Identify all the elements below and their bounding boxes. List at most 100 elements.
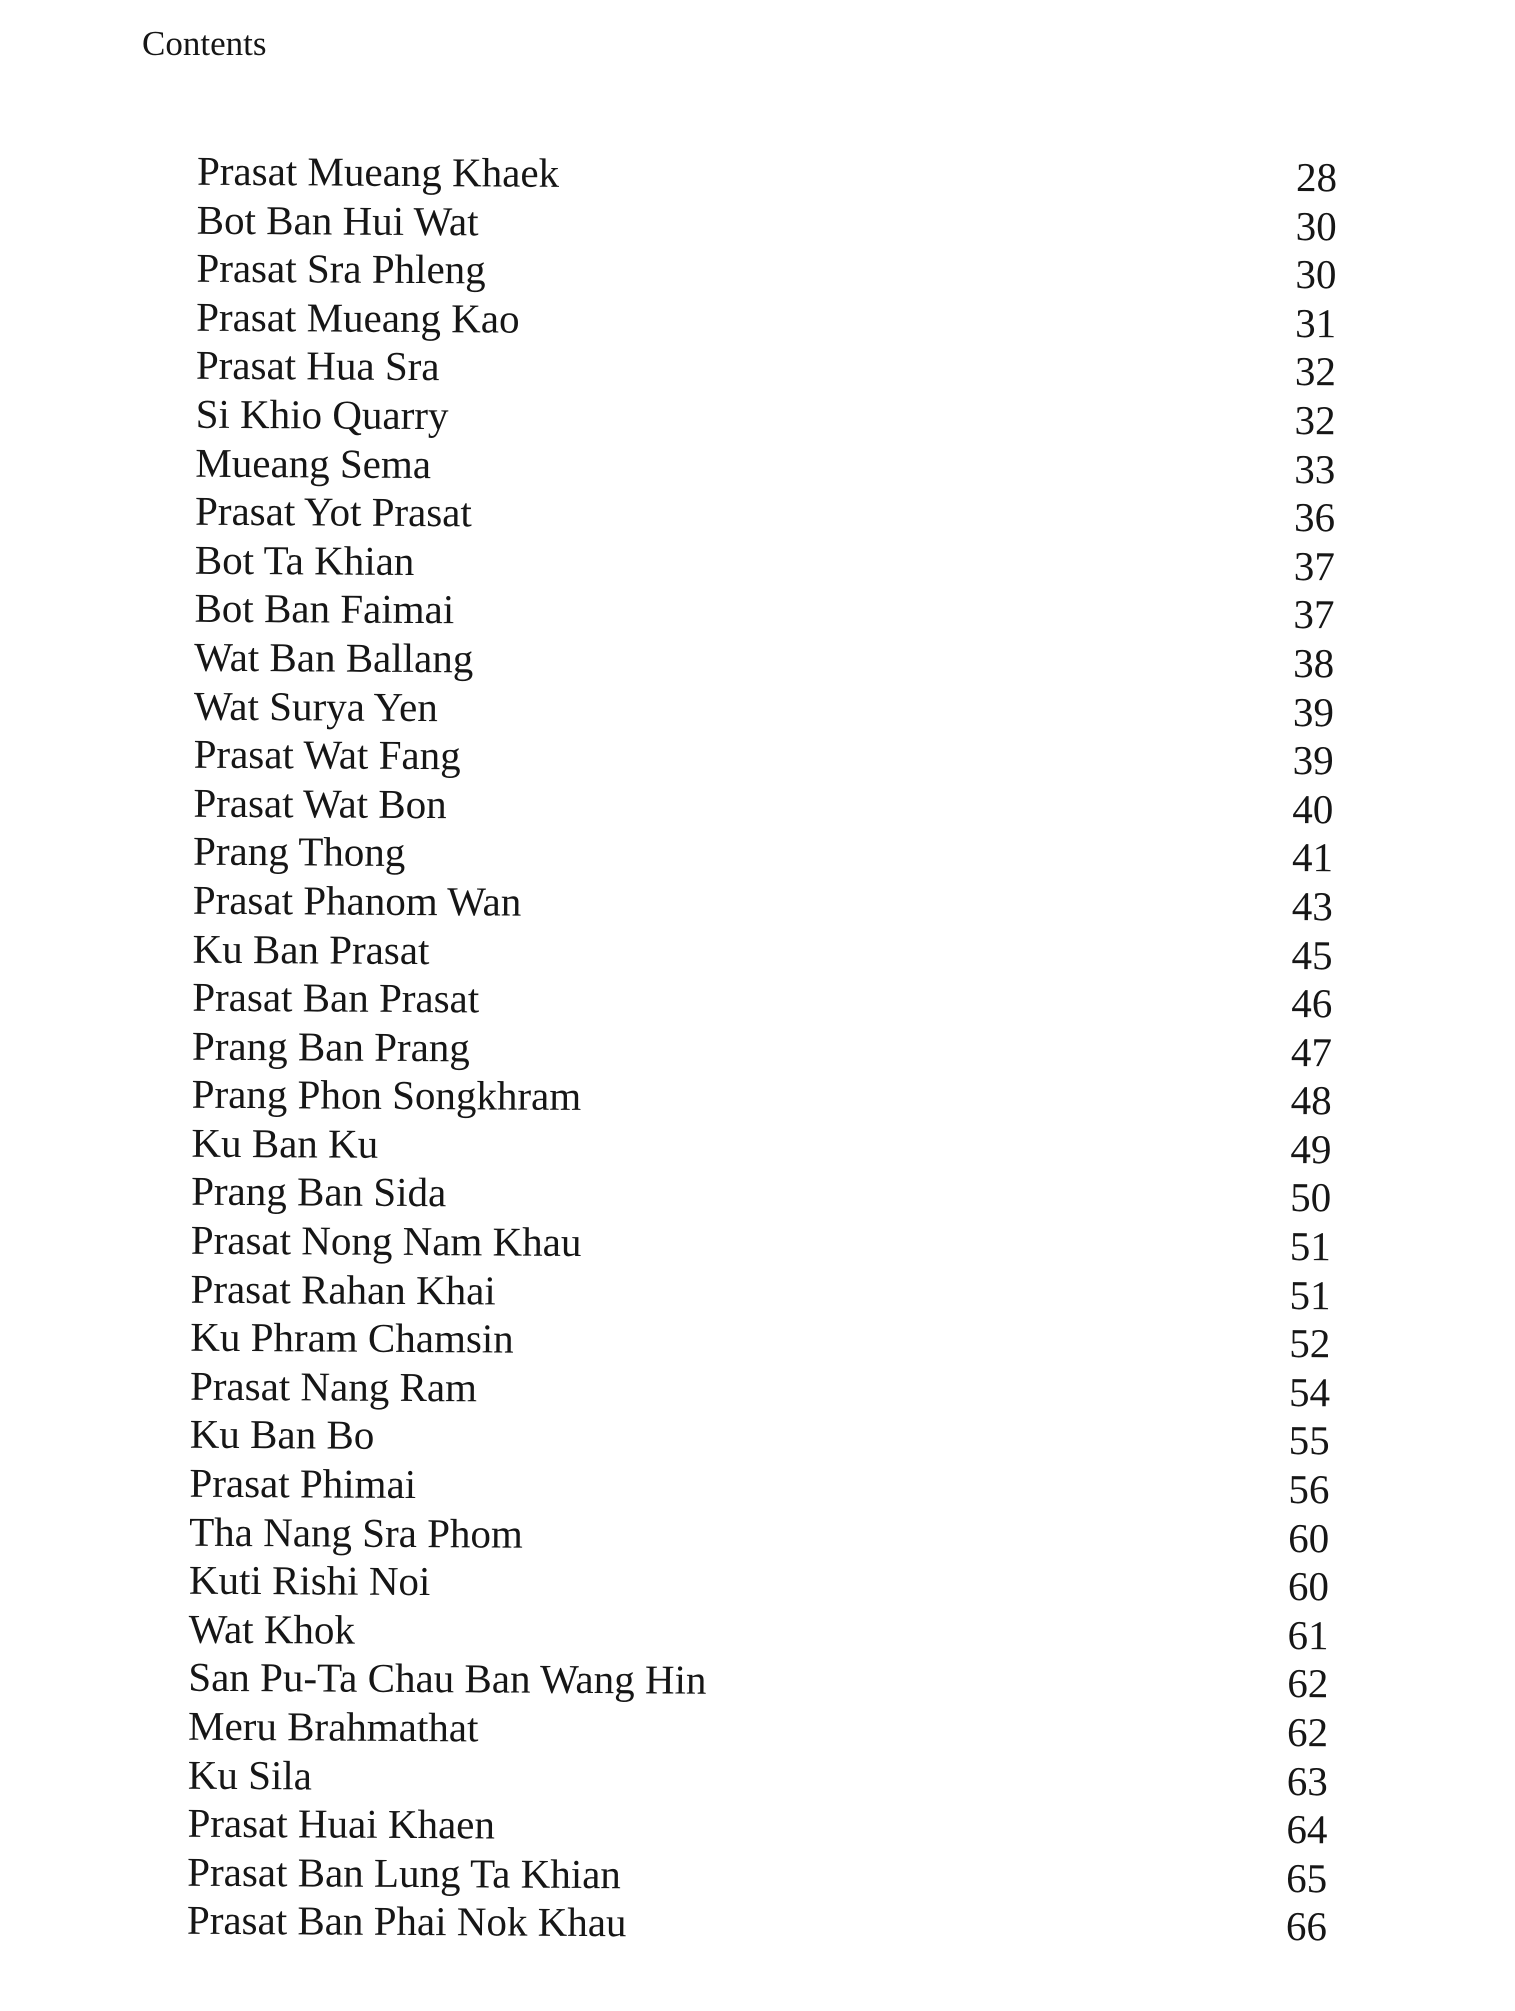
toc-entry-page: 37 [1293, 591, 1335, 638]
toc-entry-title: Kuti Rishi Noi [188, 1556, 431, 1605]
toc-entry-title: Prasat Rahan Khai [190, 1265, 496, 1314]
toc-entry-page: 51 [1289, 1271, 1331, 1318]
toc-entry-title: Prasat Ban Phai Nok Khau [186, 1897, 627, 1946]
toc-entry-page: 49 [1290, 1125, 1332, 1173]
toc-entry: Wat Khok 61 [189, 1605, 1329, 1660]
toc-entry: Prasat Wat Bon 40 [193, 778, 1333, 833]
toc-entry-title: Prang Thong [192, 828, 406, 876]
toc-entry: Prasat Ban Prasat 46 [192, 973, 1332, 1028]
toc-entry: Si Khio Quarry 32 [196, 390, 1336, 445]
toc-entry-page: 33 [1294, 445, 1336, 492]
toc-entry-title: Wat Ban Ballang [194, 633, 474, 682]
toc-entry: Prang Phon Songkhram 48 [192, 1070, 1332, 1125]
toc-entry-title: Ku Ban Ku [191, 1119, 379, 1167]
toc-entry-page: 28 [1295, 154, 1338, 201]
toc-entry: Prasat Mueang Khaek 28 [197, 147, 1337, 202]
toc-entry-page: 43 [1291, 882, 1333, 930]
toc-entry-title: Prang Phon Songkhram [191, 1070, 582, 1120]
toc-entry: Meru Brahmathat 62 [188, 1702, 1328, 1757]
toc-entry-page: 64 [1286, 1806, 1328, 1853]
toc-entry: Prasat Yot Prasat 36 [195, 487, 1335, 542]
toc-entry: Bot Ta Khian 37 [195, 535, 1335, 590]
toc-entry-title: San Pu-Ta Chau Ban Wang Hin [188, 1654, 707, 1704]
toc-entry-title: Prang Ban Sida [191, 1168, 447, 1216]
toc-entry: Wat Ban Ballang 38 [194, 633, 1334, 688]
toc-entry-title: Prasat Ban Lung Ta Khian [187, 1848, 622, 1897]
table-of-contents: Prasat Mueang Khaek 28 Bot Ban Hui Wat 30 Pr… [187, 147, 1337, 1952]
toc-entry-page: 46 [1291, 980, 1333, 1027]
toc-entry-title: Bot Ban Hui Wat [196, 196, 479, 244]
toc-entry: Prasat Rahan Khai 51 [190, 1264, 1330, 1319]
toc-entry: Prasat Sra Phleng 30 [196, 244, 1336, 299]
toc-entry-page: 60 [1287, 1563, 1330, 1610]
toc-entry-page: 31 [1295, 299, 1337, 347]
toc-entry-title: Prang Ban Prang [191, 1022, 470, 1071]
toc-entry-page: 41 [1291, 834, 1334, 881]
toc-entry-title: Prasat Mueang Kao [196, 293, 520, 342]
toc-entry: Prasat Phanom Wan 43 [193, 876, 1333, 931]
toc-entry: Wat Surya Yen 39 [194, 681, 1334, 736]
toc-entry-page: 32 [1294, 397, 1336, 444]
toc-entry: Prang Ban Sida 50 [191, 1167, 1331, 1222]
toc-entry-title: Bot Ban Faimai [194, 585, 455, 633]
toc-entry-title: Ku Ban Prasat [192, 925, 430, 973]
toc-entry-page: 32 [1294, 348, 1337, 395]
toc-entry-page: 30 [1295, 202, 1337, 249]
toc-entry-page: 39 [1292, 737, 1334, 784]
toc-entry-page: 48 [1290, 1077, 1332, 1124]
toc-entry-title: Wat Khok [188, 1605, 356, 1653]
toc-entry: Bot Ban Faimai 37 [194, 584, 1334, 639]
toc-entry-title: Prasat Sra Phleng [196, 244, 486, 293]
toc-entry-page: 51 [1289, 1223, 1332, 1270]
toc-entry: Prasat Hua Sra 32 [196, 341, 1336, 396]
toc-entry-page: 60 [1288, 1514, 1330, 1561]
toc-entry-title: Prasat Nang Ram [189, 1362, 478, 1411]
toc-entry: Prasat Nang Ram 54 [190, 1362, 1330, 1417]
toc-entry-title: Prasat Nong Nam Khau [190, 1216, 582, 1266]
toc-entry-page: 63 [1286, 1757, 1328, 1804]
toc-entry-title: Prasat Huai Khaen [187, 1799, 496, 1848]
toc-entry-page: 45 [1291, 931, 1333, 978]
toc-entry: Ku Ban Ku 49 [191, 1119, 1331, 1174]
toc-entry-page: 61 [1287, 1611, 1329, 1659]
toc-entry: San Pu-Ta Chau Ban Wang Hin 62 [188, 1653, 1328, 1708]
toc-entry: Prang Thong 41 [193, 827, 1333, 882]
toc-entry-title: Prasat Phimai [189, 1459, 417, 1508]
toc-entry-page: 40 [1292, 785, 1334, 833]
toc-entry: Prasat Ban Phai Nok Khau 66 [187, 1896, 1327, 1951]
toc-entry-page: 36 [1293, 494, 1336, 541]
toc-entry: Ku Ban Bo 55 [190, 1410, 1330, 1465]
toc-entry-title: Ku Ban Bo [189, 1411, 375, 1459]
toc-entry-page: 37 [1293, 542, 1335, 590]
toc-entry-title: Ku Phram Chamsin [190, 1313, 514, 1362]
toc-entry: Ku Sila 63 [188, 1750, 1328, 1805]
toc-entry-title: Tha Nang Sra Phom [189, 1508, 523, 1557]
toc-entry-page: 55 [1288, 1417, 1330, 1464]
toc-entry: Bot Ban Hui Wat 30 [197, 195, 1337, 250]
toc-entry: Ku Ban Prasat 45 [192, 924, 1332, 979]
toc-entry-page: 56 [1288, 1466, 1330, 1513]
toc-entry-page: 62 [1286, 1709, 1329, 1756]
toc-entry-page: 62 [1287, 1660, 1329, 1707]
toc-entry-page: 39 [1292, 688, 1335, 735]
toc-entry-page: 38 [1293, 639, 1335, 687]
toc-entry-title: Ku Sila [187, 1751, 313, 1799]
toc-entry-title: Prasat Hua Sra [195, 342, 440, 390]
toc-entry: Prasat Wat Fang 39 [194, 730, 1334, 785]
toc-entry: Prasat Phimai 56 [189, 1459, 1329, 1514]
toc-entry: Ku Phram Chamsin 52 [190, 1313, 1330, 1368]
toc-entry-page: 30 [1295, 251, 1337, 298]
toc-entry-page: 47 [1290, 1028, 1333, 1075]
toc-entry-page: 52 [1289, 1320, 1331, 1367]
toc-entry-title: Mueang Sema [195, 439, 432, 487]
toc-entry-title: Bot Ta Khian [194, 536, 415, 584]
toc-entry-page: 50 [1290, 1174, 1332, 1221]
toc-entry-title: Wat Surya Yen [193, 682, 438, 730]
toc-entry: Prasat Nong Nam Khau 51 [191, 1216, 1331, 1271]
toc-entry-title: Prasat Ban Prasat [192, 973, 480, 1022]
page-header: Contents [142, 24, 267, 63]
toc-entry: Prasat Ban Lung Ta Khian 65 [187, 1847, 1327, 1902]
toc-entry-page: 66 [1285, 1903, 1328, 1950]
toc-entry-title: Prasat Yot Prasat [194, 487, 472, 536]
toc-entry-title: Prasat Wat Bon [193, 779, 447, 827]
